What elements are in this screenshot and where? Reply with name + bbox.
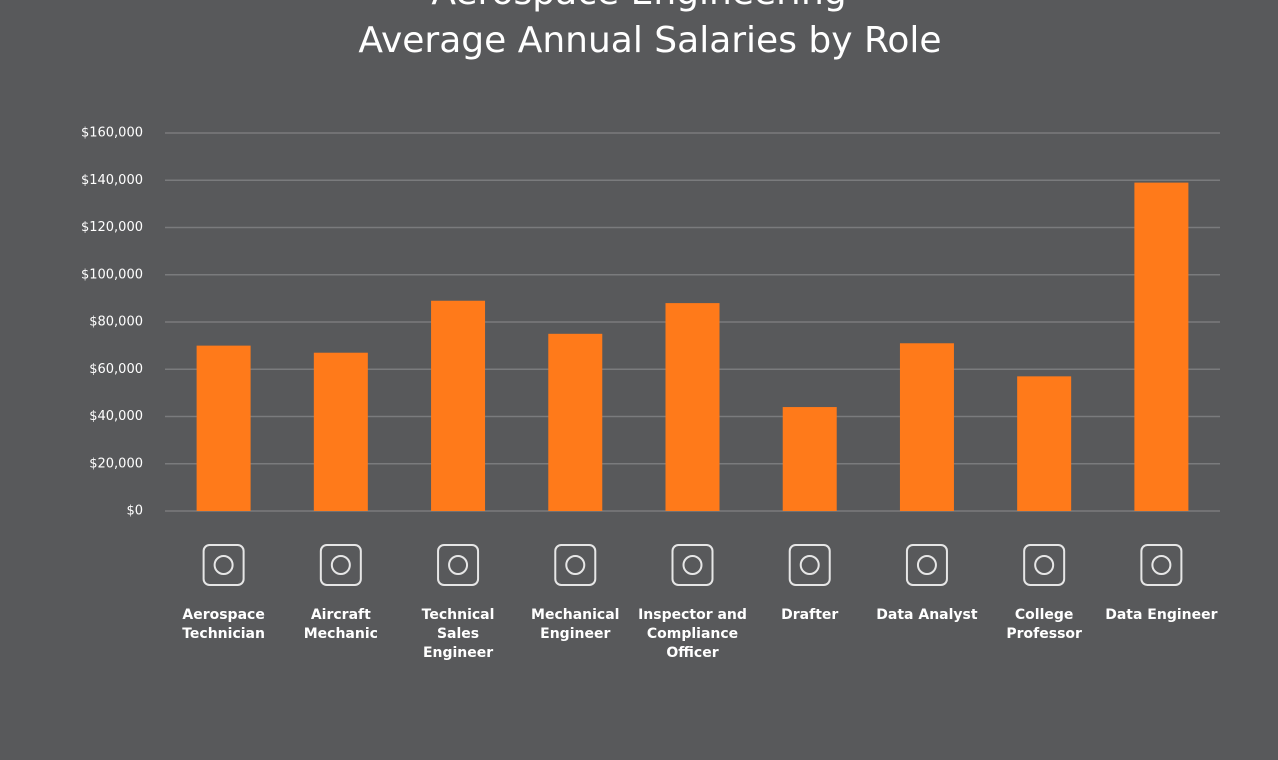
role-icon-detail: [799, 555, 820, 575]
bar: [196, 345, 251, 511]
role-icon-detail: [916, 555, 937, 575]
role-icon-detail: [1151, 555, 1172, 575]
bar: [899, 343, 954, 511]
bar: [313, 352, 368, 511]
role-icon: [437, 544, 480, 586]
role-icon-detail: [565, 555, 586, 575]
role-icon: [788, 544, 831, 586]
x-tick-label: Aerospace Technician: [182, 607, 265, 642]
role-icon: [1023, 544, 1066, 586]
role-icon: [1140, 544, 1183, 586]
x-tick-label: Mechanical Engineer: [531, 607, 620, 642]
y-tick-label: $0: [126, 504, 143, 519]
x-tick-label: Aircraft Mechanic: [303, 607, 378, 642]
role-icon: [202, 544, 245, 586]
y-tick-label: $80,000: [89, 315, 143, 330]
x-tick-label: Data Analyst: [876, 607, 978, 623]
chart-title: Aerospace Engineering: [431, 0, 846, 13]
y-tick-label: $60,000: [89, 362, 143, 377]
x-tick-label: Data Engineer: [1105, 607, 1218, 623]
bar: [782, 407, 837, 511]
y-tick-label: $160,000: [81, 126, 143, 141]
bar: [1134, 182, 1189, 512]
bar: [548, 333, 603, 511]
bar: [431, 300, 486, 511]
y-tick-label: $20,000: [89, 456, 143, 471]
y-tick-label: $100,000: [81, 267, 143, 282]
bar: [1017, 376, 1072, 511]
x-tick-label: Inspector and Compliance Officer: [638, 607, 747, 661]
y-tick-label: $140,000: [81, 173, 143, 188]
role-icon: [671, 544, 714, 586]
role-icon-detail: [448, 555, 469, 575]
chart-subtitle: Average Annual Salaries by Role: [358, 20, 941, 61]
x-tick-label: Drafter: [781, 607, 839, 623]
role-icon-detail: [1034, 555, 1055, 575]
role-icon-detail: [682, 555, 703, 575]
y-tick-label: $120,000: [81, 220, 143, 235]
x-tick-label: Technical Sales Engineer: [421, 607, 495, 661]
role-icon: [905, 544, 948, 586]
role-icon: [319, 544, 362, 586]
y-tick-label: $40,000: [89, 409, 143, 424]
bar: [665, 303, 720, 511]
role-icon-detail: [213, 555, 234, 575]
role-icon: [554, 544, 597, 586]
x-tick-label: College Professor: [1006, 607, 1082, 642]
role-icon-detail: [330, 555, 351, 575]
